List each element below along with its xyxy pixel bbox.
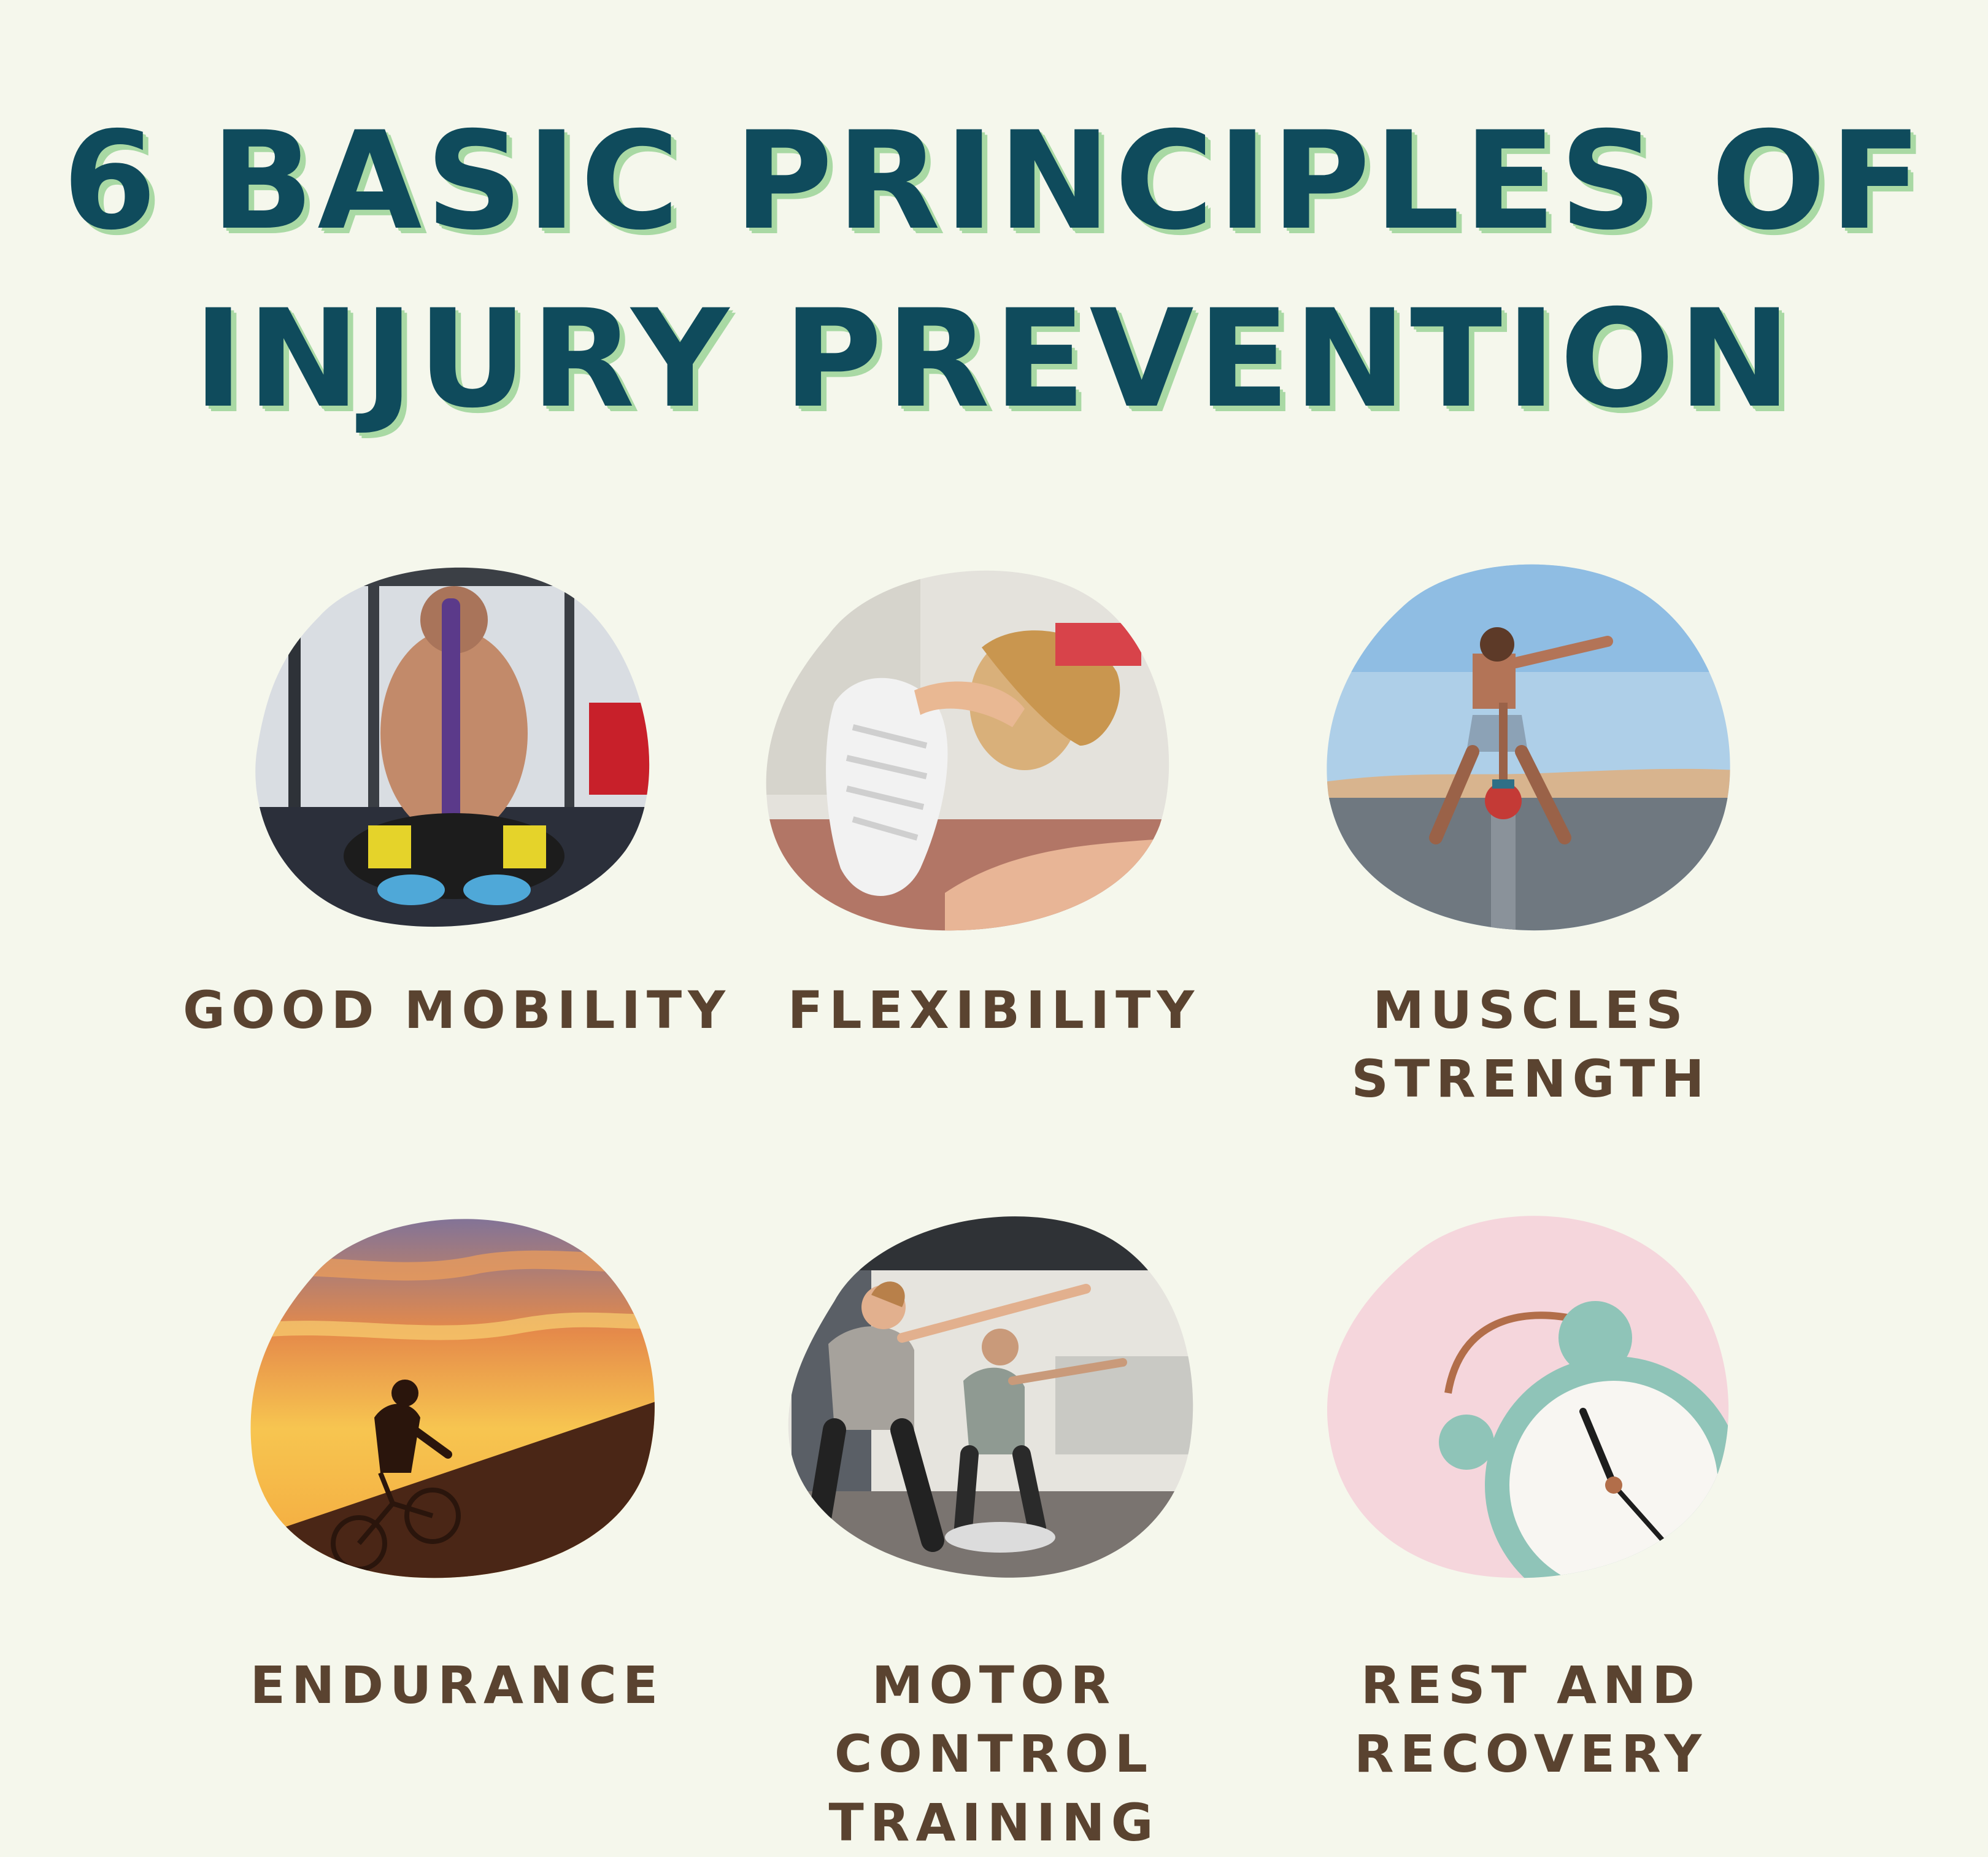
principle-label-line-1: FLEXIBILITY bbox=[787, 980, 1201, 1040]
principle-label-line-2: TRAINING bbox=[828, 1793, 1160, 1853]
principle-label-motor-control-training: MOTOR CONTROL TRAINING bbox=[718, 1651, 1270, 1857]
principle-label-muscles-strength: MUSCLES STRENGTH bbox=[1255, 976, 1807, 1113]
page-title: 6 BASIC PRINCIPLES OF INJURY PREVENTION bbox=[0, 92, 1988, 448]
endurance-photo bbox=[245, 1197, 663, 1583]
principle-label-flexibility: FLEXIBILITY bbox=[718, 976, 1270, 1044]
rest-recovery-photo bbox=[1319, 1197, 1736, 1583]
title-line-1: 6 BASIC PRINCIPLES OF bbox=[63, 102, 1925, 260]
principle-label-line-1: REST AND bbox=[1360, 1655, 1701, 1715]
principle-label-rest-and-recovery: REST AND RECOVERY bbox=[1255, 1651, 1807, 1788]
principle-label-line-1: GOOD MOBILITY bbox=[183, 980, 731, 1040]
principle-label-line-2: STRENGTH bbox=[1351, 1049, 1711, 1109]
principle-label-endurance: ENDURANCE bbox=[181, 1651, 733, 1720]
principle-label-good-mobility: GOOD MOBILITY bbox=[181, 976, 733, 1044]
strength-photo bbox=[1319, 549, 1736, 936]
motor-control-photo bbox=[779, 1197, 1196, 1583]
principle-label-line-1: ENDURANCE bbox=[250, 1655, 665, 1715]
title-line-2: INJURY PREVENTION bbox=[193, 280, 1795, 438]
principle-label-line-2: RECOVERY bbox=[1354, 1724, 1708, 1784]
principle-label-line-1: MUSCLES bbox=[1373, 980, 1689, 1040]
principle-label-line-1: MOTOR CONTROL bbox=[834, 1655, 1154, 1784]
mobility-photo bbox=[245, 549, 663, 936]
flexibility-photo bbox=[761, 549, 1178, 936]
